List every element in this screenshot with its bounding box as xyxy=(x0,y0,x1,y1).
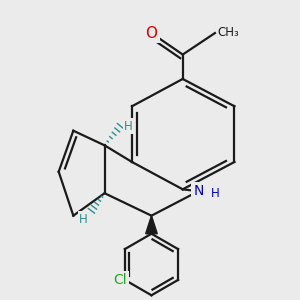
Text: CH₃: CH₃ xyxy=(218,26,239,39)
Text: H: H xyxy=(79,213,88,226)
Text: H: H xyxy=(211,188,219,200)
Polygon shape xyxy=(146,216,157,234)
Text: Cl: Cl xyxy=(114,273,127,287)
Text: H: H xyxy=(124,119,133,133)
Text: N: N xyxy=(193,184,203,198)
Text: O: O xyxy=(146,26,158,40)
